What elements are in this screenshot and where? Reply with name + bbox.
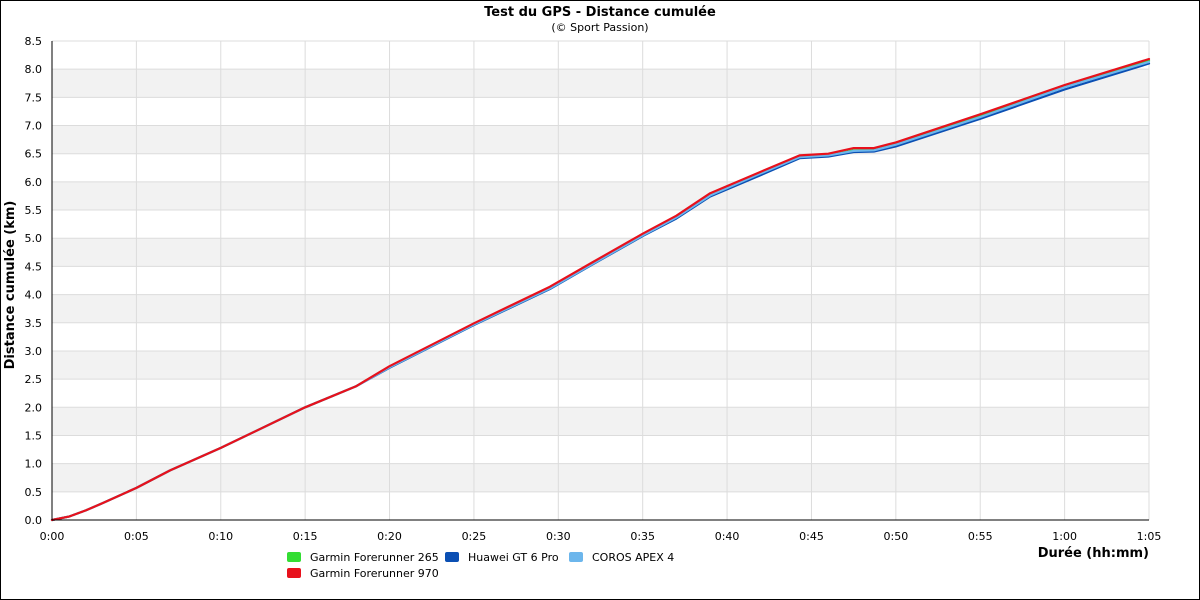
legend-swatch: [287, 552, 301, 562]
x-tick-label: 0:55: [968, 530, 993, 543]
x-tick-label: 0:10: [208, 530, 233, 543]
x-tick-label: 0:35: [630, 530, 655, 543]
x-tick-label: 0:05: [124, 530, 149, 543]
chart-subtitle: (© Sport Passion): [551, 21, 648, 34]
grid-band: [52, 350, 1149, 380]
legend-swatch: [287, 568, 301, 578]
y-tick-label: 0.5: [25, 486, 43, 499]
y-tick-label: 5.0: [25, 232, 43, 245]
y-tick-label: 6.0: [25, 176, 43, 189]
grid-band: [52, 238, 1149, 267]
x-tick-label: 0:45: [799, 530, 824, 543]
grid-band: [52, 407, 1149, 436]
y-tick-label: 2.0: [25, 401, 43, 414]
plot-background-bands: [52, 69, 1149, 492]
series-layer: [50, 57, 1151, 522]
y-tick-label: 5.5: [25, 204, 43, 217]
x-tick-label: 0:30: [546, 530, 571, 543]
y-tick-label: 8.5: [25, 35, 43, 48]
x-axis-title: Durée (hh:mm): [1038, 546, 1149, 561]
tick-labels: 0.0 0.5 1.0 1.5 2.0 2.5 3.0 3.5 4.0 4.5 5.0 5.5 6.0 6…: [25, 35, 1162, 543]
legend-label: Huawei GT 6 Pro: [468, 551, 559, 564]
grid-band: [52, 125, 1149, 154]
chart-title: Test du GPS - Distance cumulée: [484, 5, 716, 20]
y-axis-title: Distance cumulée (km): [3, 201, 18, 370]
y-tick-label: 4.0: [25, 289, 43, 302]
series-line-garmin-forerunner-970: [50, 57, 1151, 522]
legend-swatch: [569, 552, 583, 562]
legend-label: Garmin Forerunner 265: [310, 551, 439, 564]
y-tick-label: 3.0: [25, 345, 43, 358]
axes: [51, 41, 1149, 521]
y-tick-label: 2.5: [25, 373, 43, 386]
x-tick-label: 0:20: [377, 530, 402, 543]
legend-item-huawei-gt-6-pro[interactable]: Huawei GT 6 Pro: [445, 551, 559, 564]
legend-item-garmin-forerunner-265[interactable]: Garmin Forerunner 265: [287, 551, 439, 564]
x-tick-label: 1:05: [1137, 530, 1162, 543]
grid-band: [52, 69, 1149, 98]
legend: Garmin Forerunner 265 Huawei GT 6 Pro CORO…: [287, 551, 674, 580]
grid-band: [52, 463, 1149, 492]
x-tick-label: 0:00: [40, 530, 65, 543]
y-tick-label: 7.5: [25, 91, 43, 104]
y-tick-label: 4.5: [25, 260, 43, 273]
y-tick-label: 7.0: [25, 120, 43, 133]
grid-lines: [51, 40, 1150, 521]
legend-swatch: [445, 552, 459, 562]
grid-band: [52, 181, 1149, 211]
y-tick-label: 3.5: [25, 317, 43, 330]
legend-item-coros-apex-4[interactable]: COROS APEX 4: [569, 551, 674, 564]
legend-item-garmin-forerunner-970[interactable]: Garmin Forerunner 970: [287, 567, 439, 580]
y-tick-label: 8.0: [25, 63, 43, 76]
legend-label: COROS APEX 4: [592, 551, 674, 564]
y-tick-label: 0.0: [25, 514, 43, 527]
grid-band: [52, 294, 1149, 323]
y-tick-label: 1.5: [25, 429, 43, 442]
legend-label: Garmin Forerunner 970: [310, 567, 439, 580]
x-tick-label: 0:25: [462, 530, 487, 543]
x-tick-label: 0:50: [883, 530, 908, 543]
x-tick-label: 1:00: [1052, 530, 1077, 543]
y-tick-label: 6.5: [25, 148, 43, 161]
x-tick-label: 0:40: [715, 530, 740, 543]
y-tick-label: 1.0: [25, 458, 43, 471]
x-tick-label: 0:15: [293, 530, 318, 543]
